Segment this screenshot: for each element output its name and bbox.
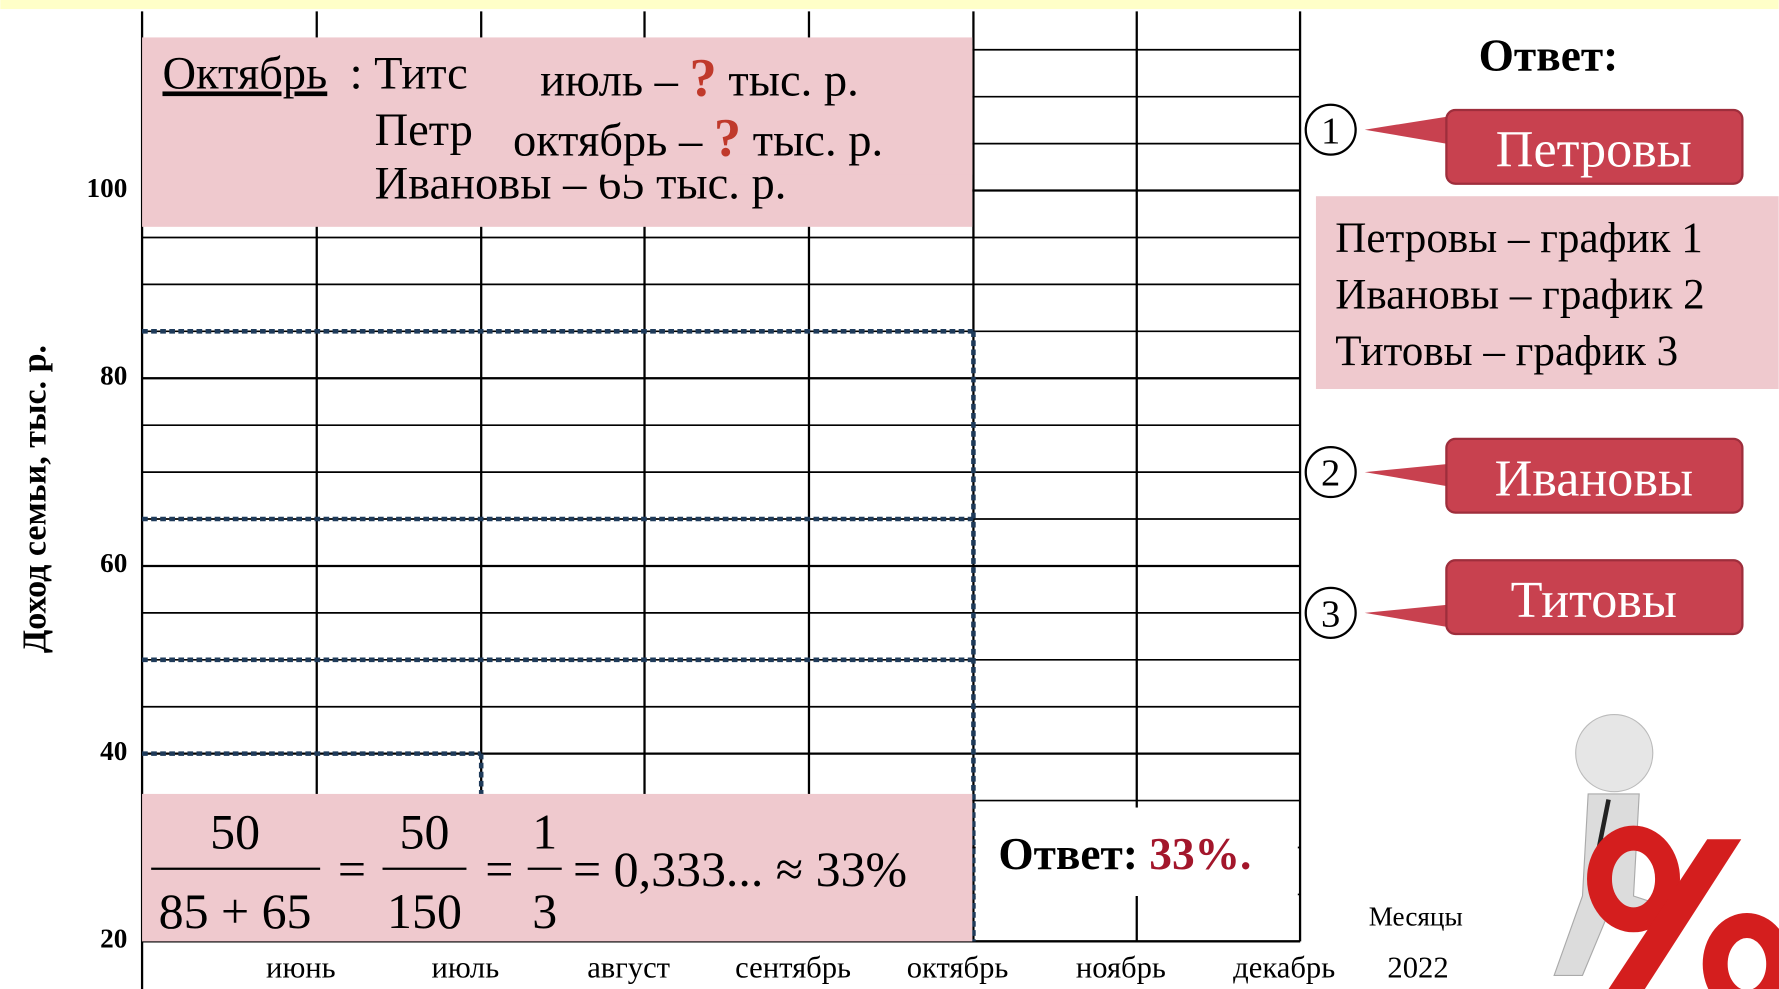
x-tick-label: июнь: [266, 951, 336, 985]
x-tick-label: октябрь: [907, 951, 1009, 985]
equals: =: [485, 842, 513, 897]
mapping-box: [1315, 196, 1779, 390]
numerator: 50: [400, 804, 450, 859]
x-tick-label: август: [587, 951, 670, 985]
answer-heading: Ответ:: [1479, 30, 1619, 80]
question-box: [481, 45, 973, 175]
callout-pointer: [1364, 463, 1458, 488]
x-tick-label: сентябрь: [735, 951, 851, 985]
y-tick-label: 100: [87, 173, 128, 203]
callout-pointer: [1364, 114, 1458, 146]
note-title: Октябрь: [162, 48, 327, 99]
callout-pointer: [1364, 603, 1458, 629]
answer: Ответ: 33%.: [998, 829, 1251, 879]
denominator: 150: [387, 884, 462, 939]
callout-box: [1445, 559, 1744, 636]
note-line: Петр: [375, 105, 473, 156]
answer-label: Ответ:: [998, 829, 1138, 879]
marker-circle: [1304, 446, 1357, 499]
marker-circle: [1304, 586, 1357, 639]
callout-group: 2 Ивановы: [1304, 437, 1744, 514]
mapping-line: Титовы – график 3: [1335, 328, 1678, 375]
answer-bg: [975, 807, 1298, 896]
x-axis-label: Месяцы: [1369, 901, 1463, 931]
marker-label: 1: [1321, 110, 1340, 152]
numerator: 1: [532, 804, 557, 859]
question-mark: ?: [690, 46, 717, 107]
note-line: : Титс: [350, 48, 468, 99]
answer-value: 33%.: [1149, 829, 1251, 879]
y-tick-label: 20: [100, 924, 127, 954]
question-text: июль –: [540, 55, 689, 106]
y-axis-label: Доход семьи, тыс. р.: [17, 345, 54, 653]
question-mark: ?: [714, 106, 741, 167]
y-tick-label: 80: [100, 360, 127, 390]
denominator: 3: [532, 884, 557, 939]
question-line: июль – ? тыс. р.: [540, 46, 859, 107]
mapping-line: Ивановы – график 2: [1335, 271, 1705, 318]
x-tick-label: ноябрь: [1076, 951, 1166, 985]
marker-circle: [1304, 103, 1357, 156]
legend-entry: Титовы: [1511, 572, 1677, 629]
callout-box: [1445, 437, 1744, 514]
marker-label: 2: [1321, 453, 1340, 495]
numerator: 50: [210, 804, 260, 859]
question-text: тыс. р.: [717, 55, 859, 106]
question-line: октябрь – ? тыс. р.: [513, 106, 883, 167]
y-tick-label: 60: [100, 548, 127, 578]
formula-tail: = 0,333... ≈ 33%: [573, 842, 907, 897]
legend-entry: Ивановы: [1495, 451, 1693, 508]
top-strip: [0, 0, 1779, 10]
equals: =: [338, 842, 366, 897]
mapping-line: Петровы – график 1: [1335, 215, 1703, 262]
illustration: [1553, 713, 1779, 989]
question-text: тыс. р.: [741, 115, 883, 166]
legend-entry: Петровы: [1496, 122, 1692, 179]
callout-group: 1 Петровы: [1304, 103, 1744, 185]
denominator: 85 + 65: [159, 884, 312, 939]
formula-box: [142, 793, 973, 942]
x-tick-label: июль: [431, 951, 499, 985]
question-text: октябрь –: [513, 115, 714, 166]
callout-group: 3 Титовы: [1304, 559, 1744, 639]
year-label: 2022: [1387, 951, 1448, 985]
y-tick-label: 40: [100, 736, 127, 766]
formula: 50 85 + 65 = 50 150 = 1 3 = 0,333... ≈ 3…: [151, 804, 907, 939]
chart: 20 40 60 80 100 июнь июль август сентябрь октябрь…: [17, 11, 1463, 989]
marker-label: 3: [1321, 593, 1340, 635]
callout-box: [1445, 108, 1744, 185]
x-tick-label: декабрь: [1233, 951, 1335, 985]
